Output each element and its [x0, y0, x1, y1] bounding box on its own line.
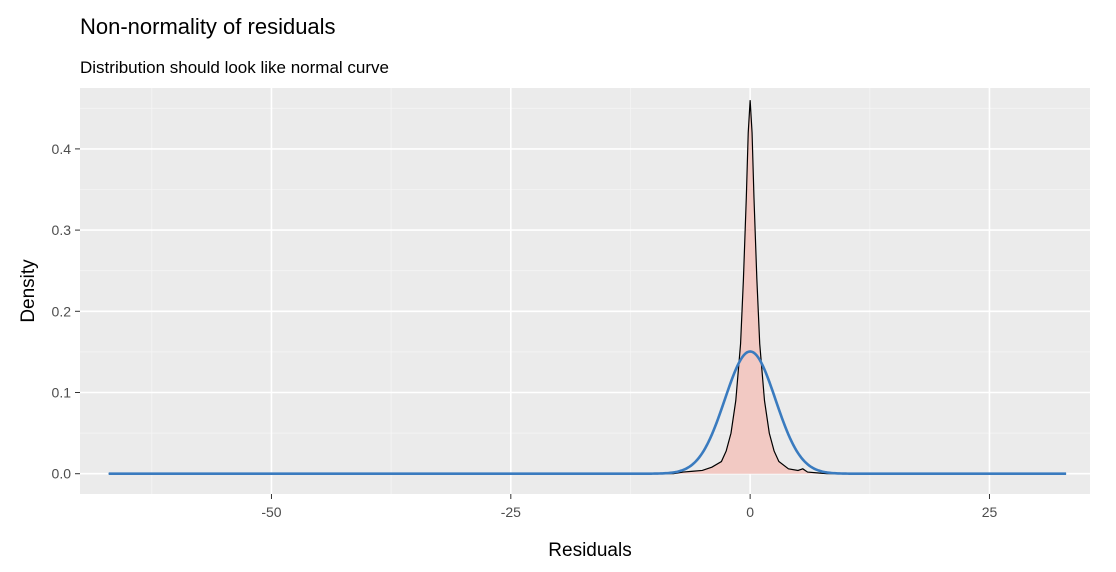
x-tick-label: 0 [746, 504, 754, 520]
x-axis-title: Residuals [548, 540, 631, 561]
chart-subtitle: Distribution should look like normal cur… [80, 58, 389, 77]
density-outline [108, 100, 1067, 475]
x-tick-label: 25 [982, 504, 998, 520]
y-tick-label: 0.0 [52, 466, 72, 482]
y-tick-label: 0.3 [52, 222, 72, 238]
data-marks [108, 100, 1067, 475]
y-tick-label: 0.1 [52, 385, 72, 401]
y-axis-ticks: 0.0 0.1 0.2 0.3 0.4 [52, 141, 80, 482]
y-axis-title: Density [18, 259, 39, 323]
x-tick-label: -25 [501, 504, 521, 520]
y-tick-label: 0.2 [52, 303, 72, 319]
chart-title: Non-normality of residuals [80, 14, 336, 39]
x-tick-label: -50 [261, 504, 281, 520]
plot-panel [80, 88, 1090, 494]
y-tick-label: 0.4 [52, 141, 72, 157]
normal-curve-line [108, 350, 1067, 475]
x-axis-ticks: -50 -25 0 25 [261, 494, 997, 520]
